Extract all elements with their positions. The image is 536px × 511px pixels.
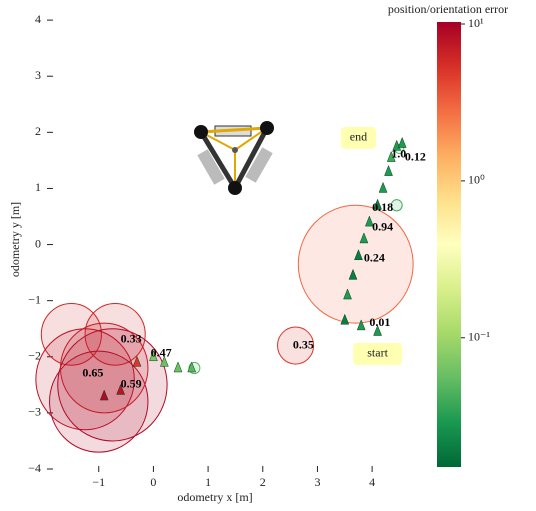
error-label: 0.24 xyxy=(364,250,385,264)
y-tick-label: −4 xyxy=(28,461,41,475)
error-label: 0.12 xyxy=(405,149,426,163)
chart: −101234−4−3−2−101234odometry x [m]odomet… xyxy=(0,0,536,511)
colorbar-title: position/orientation error xyxy=(388,2,508,16)
pose-marker xyxy=(379,182,387,192)
error-label: 0.94 xyxy=(372,219,393,233)
y-tick-label: 3 xyxy=(35,68,41,82)
error-label: 0.59 xyxy=(121,377,142,391)
x-axis-label: odometry x [m] xyxy=(177,490,252,504)
x-tick-label: 0 xyxy=(150,475,156,489)
error-label: 0.01 xyxy=(369,315,390,329)
x-tick-label: 3 xyxy=(314,475,320,489)
y-tick-label: 0 xyxy=(35,236,41,250)
colorbar-tick-label: 10⁻¹ xyxy=(468,330,490,344)
error-label: 0.18 xyxy=(372,200,393,214)
y-tick-label: −1 xyxy=(28,292,41,306)
pose-marker xyxy=(385,166,393,176)
y-tick-label: 4 xyxy=(35,12,41,26)
colorbar-tick-label: 10¹ xyxy=(468,16,484,30)
colorbar xyxy=(437,22,461,467)
x-tick-label: 2 xyxy=(260,475,266,489)
error-label: 0.35 xyxy=(293,337,314,351)
robot-icon xyxy=(194,121,274,195)
error-label: 0.47 xyxy=(151,346,172,360)
annotation: end xyxy=(350,130,367,144)
y-tick-label: −3 xyxy=(28,405,41,419)
error-label: 0.33 xyxy=(121,332,142,346)
y-tick-label: 1 xyxy=(35,180,41,194)
error-label: 0.65 xyxy=(82,365,103,379)
annotation: start xyxy=(367,346,388,360)
colorbar-tick-label: 10⁰ xyxy=(468,173,485,187)
x-tick-label: −1 xyxy=(92,475,105,489)
pose-marker xyxy=(174,362,182,372)
y-axis-label: odometry y [m] xyxy=(8,202,22,277)
x-tick-label: 1 xyxy=(205,475,211,489)
x-tick-label: 4 xyxy=(369,475,375,489)
y-tick-label: 2 xyxy=(35,124,41,138)
error-circle xyxy=(298,205,413,323)
